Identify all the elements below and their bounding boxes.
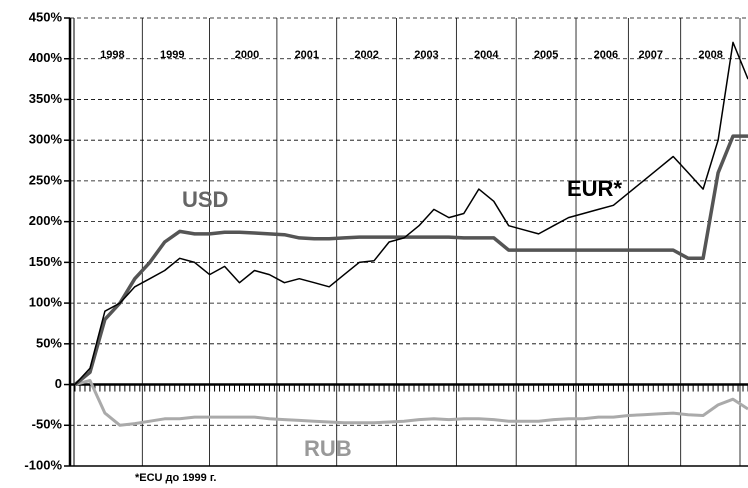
series-line — [73, 134, 748, 386]
year-label: 2001 — [295, 49, 319, 61]
y-tick-label: 400% — [29, 50, 63, 65]
year-label: 2005 — [534, 49, 558, 61]
y-tick-label: 200% — [29, 213, 63, 228]
y-tick-label: 50% — [36, 335, 62, 350]
y-tick-label: 0 — [55, 376, 62, 391]
year-label: 2004 — [474, 49, 499, 61]
year-label: 1998 — [100, 49, 124, 61]
series-line — [74, 379, 748, 427]
year-label: 2007 — [639, 49, 663, 61]
y-tick-label: 450% — [29, 9, 63, 24]
y-tick-label: 250% — [29, 172, 63, 187]
series-label: RUB — [304, 436, 352, 461]
y-tick-label: 350% — [29, 91, 63, 106]
year-label: 2008 — [698, 49, 722, 61]
y-tick-label: 150% — [29, 254, 63, 269]
year-label: 2003 — [414, 49, 438, 61]
footnote: *ECU до 1999 г. — [135, 472, 216, 484]
series-label: USD — [182, 187, 228, 212]
series-label: EUR* — [567, 176, 622, 201]
year-label: 2000 — [235, 49, 259, 61]
y-tick-label: -50% — [32, 417, 63, 432]
year-label: 1999 — [160, 49, 184, 61]
y-tick-label: -100% — [24, 457, 62, 472]
year-label: 2002 — [354, 49, 378, 61]
series-line — [74, 41, 748, 386]
y-tick-label: 100% — [29, 295, 63, 310]
y-tick-label: 300% — [29, 132, 63, 147]
year-label: 2006 — [594, 49, 618, 61]
